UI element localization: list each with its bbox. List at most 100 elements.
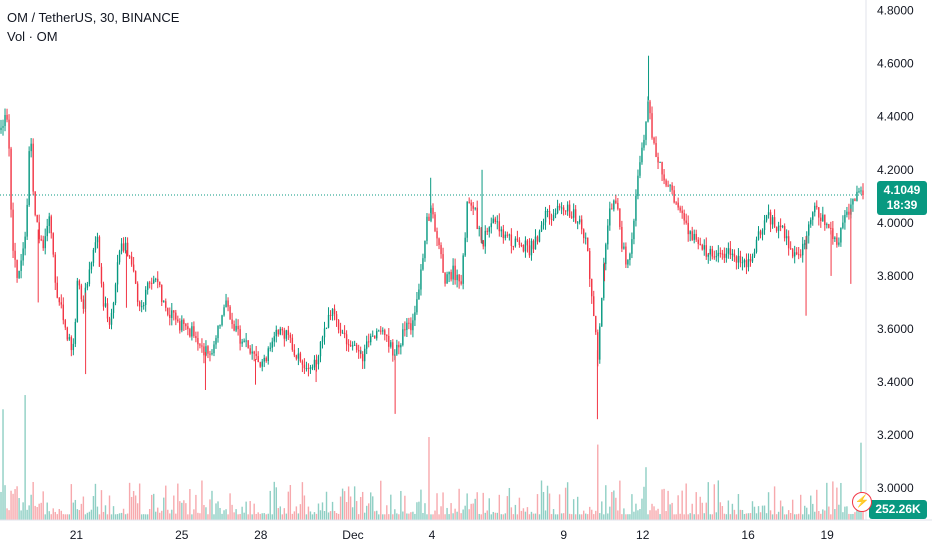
lightning-bolt-icon[interactable]: ⚡ — [852, 492, 872, 512]
volume-bar — [699, 496, 701, 520]
candle — [299, 351, 302, 363]
candle — [802, 237, 804, 263]
candle — [384, 328, 386, 341]
candle — [522, 244, 525, 253]
candle — [191, 322, 193, 341]
candle — [484, 225, 486, 254]
candle — [171, 303, 173, 326]
volume-bar — [195, 494, 197, 520]
volume-bar — [86, 512, 89, 520]
y-tick-label: 4.6000 — [877, 57, 914, 71]
volume-bar — [390, 494, 392, 520]
candle — [416, 292, 418, 315]
candle — [675, 201, 677, 206]
candle — [595, 315, 597, 335]
volume-bar — [98, 514, 101, 520]
candle — [488, 226, 490, 238]
volume-bar — [159, 512, 161, 520]
candle — [376, 328, 378, 341]
y-tick-label: 4.4000 — [877, 110, 914, 124]
volume-bar — [2, 409, 4, 520]
candle — [343, 325, 346, 339]
volume-bar — [4, 485, 6, 520]
candle — [673, 185, 675, 204]
volume-bar — [8, 510, 10, 520]
time-axis[interactable]: 21 25 28 Dec 4 9 12 16 19 — [0, 519, 932, 542]
volume-bar — [146, 514, 149, 520]
candle — [562, 205, 565, 216]
volume-bar — [104, 505, 107, 520]
bar-countdown-label: 18:39 — [886, 198, 918, 212]
volume-bar — [518, 497, 521, 520]
candle — [729, 241, 732, 260]
volume-bar — [540, 480, 543, 520]
candle — [611, 203, 613, 210]
candle — [321, 335, 324, 349]
volume-bar — [532, 513, 535, 520]
candle — [104, 296, 107, 308]
volume-bar — [311, 514, 314, 520]
candle — [132, 257, 135, 273]
candle — [92, 247, 95, 267]
price-axis[interactable]: 4.8000 4.6000 4.4000 4.2000 4.0000 3.8000 3.60… — [865, 0, 914, 520]
candle — [862, 183, 864, 200]
volume-bar — [44, 514, 46, 520]
candle — [173, 310, 175, 321]
x-tick-label: 12 — [636, 528, 650, 542]
y-tick-label: 3.4000 — [877, 375, 914, 389]
candle — [504, 231, 507, 241]
candle — [42, 235, 44, 251]
candle — [619, 208, 621, 230]
candle — [761, 228, 764, 241]
volume-bar — [414, 513, 416, 520]
volume-bar — [595, 510, 597, 520]
candle — [554, 208, 557, 219]
candle — [751, 253, 754, 264]
candle — [201, 338, 203, 353]
candle — [269, 342, 271, 352]
volume-bar — [305, 514, 308, 520]
volume-bar — [791, 499, 794, 520]
symbol-title[interactable]: OM / TetherUS, 30, BINANCE — [7, 10, 180, 25]
volume-bar — [422, 512, 424, 520]
volume-bar — [150, 494, 153, 520]
candle — [860, 186, 862, 195]
volume-bar — [621, 514, 623, 520]
candle — [669, 184, 671, 192]
candle — [769, 209, 772, 233]
candle — [249, 345, 251, 355]
candle — [313, 355, 316, 371]
candle — [130, 251, 133, 267]
candle — [820, 213, 822, 228]
candle — [482, 239, 484, 250]
volume-bar — [514, 504, 517, 520]
candle — [233, 320, 235, 332]
volume-bar — [814, 511, 816, 520]
candle — [14, 242, 16, 268]
candle — [392, 339, 394, 362]
candle — [325, 327, 328, 330]
volume-bar — [38, 503, 40, 520]
volume-bar — [689, 513, 691, 520]
volume-bar — [526, 507, 529, 520]
volume-legend[interactable]: Vol · OM — [7, 29, 58, 44]
candle — [193, 321, 195, 338]
candle — [150, 277, 153, 290]
y-tick-label: 3.8000 — [877, 269, 914, 283]
volume-bar — [205, 507, 207, 520]
candle — [532, 239, 535, 254]
volume-bar — [351, 507, 354, 520]
candle — [355, 342, 358, 353]
volume-bar — [629, 514, 631, 520]
volume-bar — [309, 511, 312, 520]
volume-bar — [727, 500, 730, 520]
candle — [98, 235, 101, 267]
candle — [605, 242, 607, 271]
candle — [432, 203, 434, 219]
volume-bar — [335, 513, 338, 520]
volume-bar — [303, 495, 306, 520]
candles — [0, 55, 864, 420]
candle — [552, 209, 555, 222]
volume-bar — [842, 512, 844, 520]
